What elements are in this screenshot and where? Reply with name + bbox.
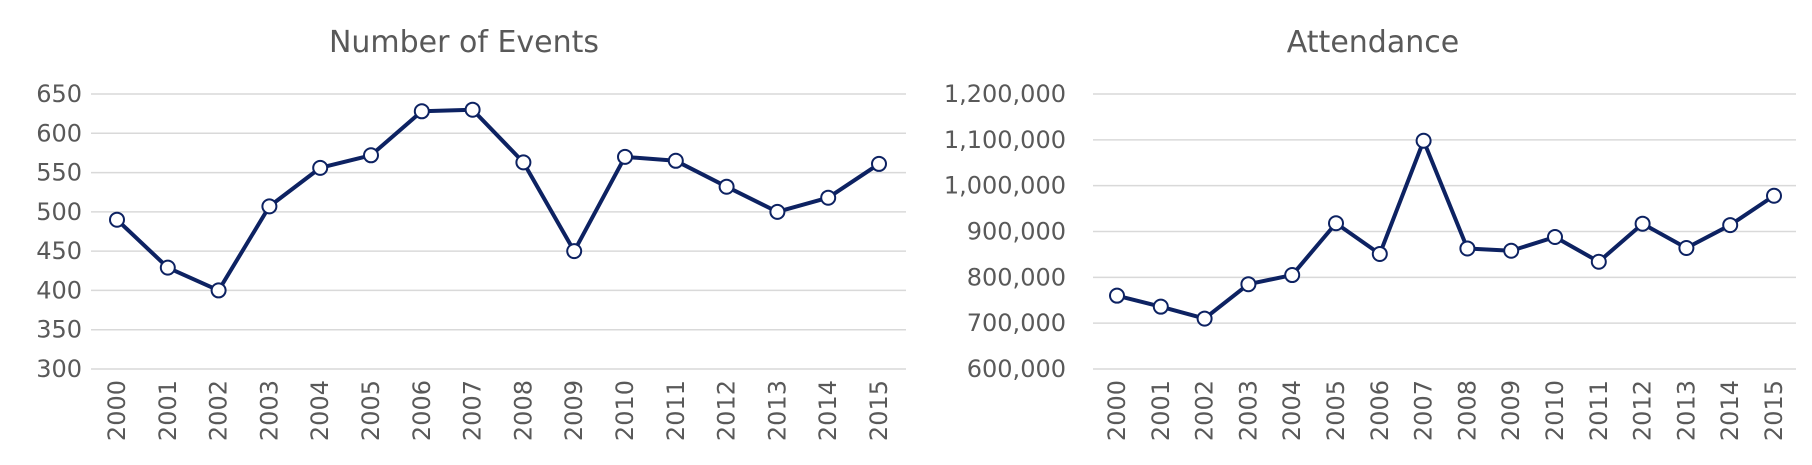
x-tick-label: 2013 <box>1672 380 1700 441</box>
events-chart: Number of Events 300 350 400 450 500 550 600 65… <box>36 25 906 441</box>
x-tick-label: 2008 <box>1453 380 1481 441</box>
y-tick-label: 450 <box>36 237 82 265</box>
x-tick-label: 2007 <box>1410 380 1438 441</box>
x-tick-label: 2005 <box>357 380 385 441</box>
series-line-layer <box>1116 138 1776 321</box>
y-tick-label: 300 <box>36 355 82 383</box>
x-tick-label: 2003 <box>255 380 283 441</box>
x-tick-label: 2011 <box>1585 380 1613 441</box>
marker-layer <box>1109 132 1782 327</box>
series-line <box>1116 138 1776 321</box>
x-tick-label: 2004 <box>306 380 334 441</box>
data-point <box>515 154 532 171</box>
y-tick-label: 1,200,000 <box>944 80 1066 108</box>
x-tick-label: 2010 <box>611 380 639 441</box>
y-axis-ticks: 600,000 700,000 800,000 900,000 1,000,000 1,1… <box>944 80 1066 383</box>
data-point <box>871 155 887 172</box>
x-tick-label: 2009 <box>1497 380 1525 441</box>
x-tick-label: 2010 <box>1541 380 1569 441</box>
marker-layer <box>109 101 887 299</box>
data-point <box>1503 242 1520 259</box>
x-tick-label: 2002 <box>205 380 233 441</box>
y-axis-ticks: 300 350 400 450 500 550 600 650 <box>36 80 82 383</box>
data-point <box>1109 287 1125 304</box>
x-tick-label: 2012 <box>713 380 741 441</box>
gridlines <box>1093 93 1796 370</box>
attendance-chart-svg: Attendance 600,000 700,000 800,000 900,000 1… <box>944 25 1796 441</box>
y-tick-label: 700,000 <box>967 309 1066 337</box>
data-point <box>413 103 430 120</box>
x-tick-label: 2000 <box>1103 380 1131 441</box>
series-line-layer <box>115 107 881 293</box>
data-point <box>566 243 583 260</box>
data-point <box>1371 245 1388 262</box>
data-point <box>1678 240 1695 256</box>
data-point <box>1547 229 1563 245</box>
data-point <box>1766 187 1782 204</box>
series-line <box>115 107 881 293</box>
x-tick-label: 2004 <box>1278 380 1306 441</box>
x-tick-label: 2002 <box>1191 380 1219 441</box>
data-point <box>1152 298 1169 315</box>
x-tick-label: 2007 <box>459 380 487 441</box>
data-point <box>312 159 329 176</box>
y-tick-label: 350 <box>36 316 82 344</box>
data-point <box>159 259 176 276</box>
gridlines <box>91 93 906 370</box>
x-tick-label: 2014 <box>814 380 842 441</box>
y-tick-label: 1,100,000 <box>944 126 1066 154</box>
y-tick-label: 800,000 <box>967 263 1066 291</box>
data-point <box>464 101 481 118</box>
y-tick-label: 500 <box>36 198 82 226</box>
x-tick-label: 2015 <box>1760 380 1788 441</box>
chart-title: Attendance <box>1287 25 1459 60</box>
x-tick-label: 2014 <box>1716 380 1744 441</box>
x-tick-label: 2000 <box>103 380 131 441</box>
x-tick-label: 2013 <box>763 380 791 441</box>
data-point <box>1459 240 1476 257</box>
data-point <box>667 152 684 169</box>
x-tick-label: 2006 <box>1366 380 1394 441</box>
y-tick-label: 600 <box>36 119 82 147</box>
data-point <box>109 211 125 228</box>
x-axis-ticks: 2000 2001 2002 2003 2004 2005 2006 2007 2008 2009… <box>103 380 893 441</box>
x-tick-label: 2006 <box>408 380 436 441</box>
data-point <box>718 178 735 195</box>
data-point <box>1634 215 1651 232</box>
attendance-chart: Attendance 600,000 700,000 800,000 900,000 1… <box>906 0 1812 465</box>
data-point <box>1240 276 1257 293</box>
x-tick-label: 2003 <box>1234 380 1262 441</box>
data-point <box>363 147 379 164</box>
x-tick-label: 2011 <box>662 380 690 441</box>
x-tick-label: 2001 <box>1147 380 1175 441</box>
y-tick-label: 900,000 <box>967 218 1066 246</box>
x-tick-label: 2005 <box>1322 380 1350 441</box>
data-point <box>1328 215 1344 232</box>
data-point <box>1722 217 1739 234</box>
x-tick-label: 2001 <box>154 380 182 441</box>
data-point <box>1590 253 1607 270</box>
data-point <box>1196 310 1213 327</box>
data-point <box>1415 132 1432 149</box>
data-point <box>261 198 278 215</box>
x-tick-label: 2012 <box>1629 380 1657 441</box>
x-axis-ticks: 2000 2001 2002 2003 2004 2005 2006 2007 2008 2009… <box>1103 380 1788 441</box>
events-chart-svg: Number of Events 300 350 400 450 500 550 600 65… <box>36 25 906 441</box>
chart-title: Number of Events <box>329 25 599 60</box>
data-point <box>820 189 837 206</box>
x-tick-label: 2008 <box>509 380 537 441</box>
x-tick-label: 2009 <box>560 380 588 441</box>
data-point <box>769 203 786 220</box>
x-tick-label: 2015 <box>865 380 893 441</box>
data-point <box>617 148 633 165</box>
y-tick-label: 1,000,000 <box>944 172 1066 200</box>
data-point <box>1284 267 1301 284</box>
data-point <box>210 282 227 299</box>
y-tick-label: 650 <box>36 80 82 108</box>
y-tick-label: 400 <box>36 276 82 304</box>
y-tick-label: 550 <box>36 159 82 187</box>
y-tick-label: 600,000 <box>967 355 1066 383</box>
